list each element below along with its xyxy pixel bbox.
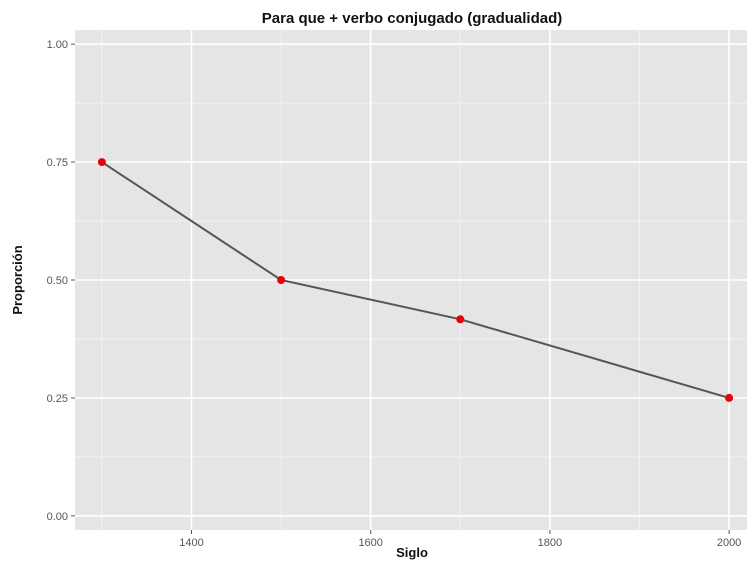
chart-title: Para que + verbo conjugado (gradualidad)	[262, 10, 562, 27]
major-grid	[75, 30, 747, 530]
x-axis-title: Siglo	[396, 545, 428, 560]
x-tick-label: 2000	[717, 537, 741, 549]
y-tick-label: 0.75	[47, 157, 68, 169]
data-point	[277, 276, 286, 284]
y-axis-ticks: 0.00 0.25 0.50 0.75 1.00	[47, 39, 75, 523]
data-point	[725, 393, 734, 402]
x-tick-label: 1600	[358, 537, 382, 549]
series-points	[97, 158, 734, 402]
data-point	[97, 158, 106, 167]
series-lines	[101, 161, 730, 399]
data-point	[456, 315, 465, 324]
y-tick-label: 0.25	[47, 393, 68, 405]
y-tick-label: 0.00	[47, 511, 68, 523]
x-tick-label: 1400	[179, 537, 203, 549]
y-tick-label: 0.50	[47, 275, 68, 287]
series-line	[101, 161, 730, 399]
x-tick-label: 1800	[538, 537, 562, 549]
x-axis-ticks: 1400 1600 1800 2000	[179, 530, 741, 549]
y-axis-title: Proporción	[10, 245, 25, 314]
y-tick-label: 1.00	[47, 39, 68, 51]
